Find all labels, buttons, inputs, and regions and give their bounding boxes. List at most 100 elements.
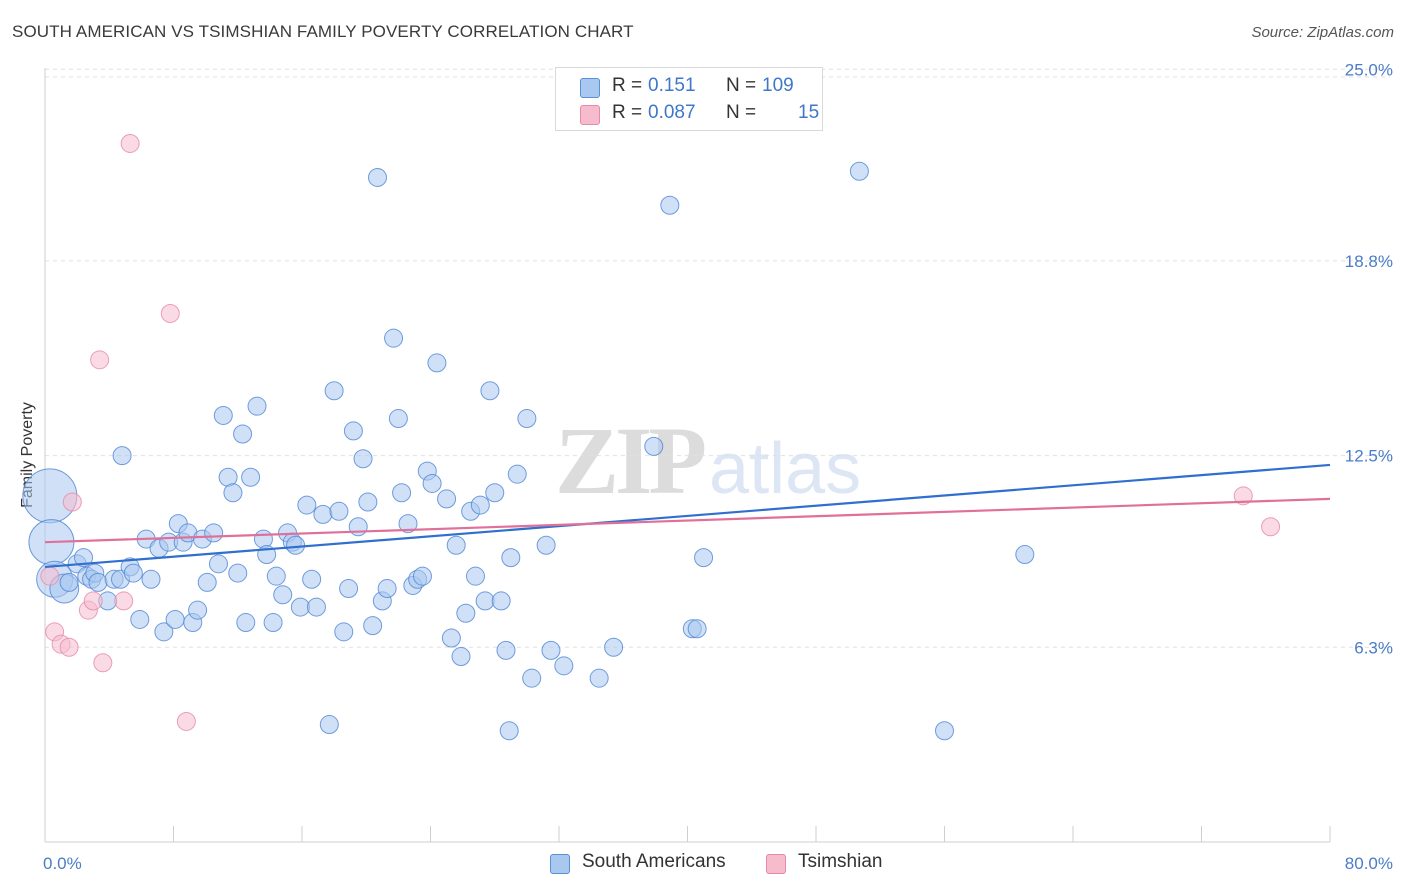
south-americans-point bbox=[687, 619, 707, 639]
south-americans-point bbox=[517, 409, 537, 429]
n-label: N = bbox=[726, 102, 757, 123]
south-americans-point bbox=[1015, 545, 1035, 565]
series-legend: South Americans Tsimshian bbox=[0, 851, 1406, 877]
south-americans-point bbox=[604, 637, 624, 657]
south-americans-point bbox=[353, 449, 373, 469]
south-americans-point bbox=[456, 603, 476, 623]
source-credit: Source: ZipAtlas.com bbox=[1251, 24, 1394, 41]
south-americans-point bbox=[154, 622, 174, 642]
south-americans-point bbox=[74, 548, 94, 568]
south-americans-point bbox=[319, 715, 339, 735]
south-americans-point bbox=[441, 628, 461, 648]
south-americans-point bbox=[241, 467, 261, 487]
south-americans-point bbox=[188, 600, 208, 620]
tsimshian-point bbox=[1261, 517, 1281, 537]
south-americans-point bbox=[88, 572, 108, 592]
south-americans-point bbox=[475, 591, 495, 611]
legend-label: South Americans bbox=[582, 851, 726, 872]
south-americans-point bbox=[329, 501, 349, 521]
south-americans-point bbox=[233, 424, 253, 444]
south-americans-point bbox=[388, 409, 408, 429]
south-americans-point bbox=[266, 566, 286, 586]
south-americans-point bbox=[491, 591, 511, 611]
correlation-legend: R = 0.151 N = 109 R = 0.087 N = 15 bbox=[555, 67, 823, 131]
south-americans-point bbox=[480, 381, 500, 401]
south-americans-point bbox=[554, 656, 574, 676]
south-americans-point bbox=[130, 609, 150, 629]
south-americans-point bbox=[112, 446, 132, 466]
south-americans-point bbox=[644, 436, 664, 456]
south-americans-point bbox=[204, 523, 224, 543]
south-americans-point bbox=[660, 195, 680, 215]
south-americans-point bbox=[522, 668, 542, 688]
tsimshian-point bbox=[83, 591, 103, 611]
south-americans-point bbox=[541, 640, 561, 660]
south-americans-point bbox=[273, 585, 293, 605]
south-americans-point bbox=[123, 563, 143, 583]
tsimshian-points bbox=[40, 133, 1281, 731]
tsimshian-point bbox=[62, 492, 82, 512]
n-value: 15 bbox=[798, 102, 820, 123]
tsimshian-point bbox=[160, 303, 180, 323]
south-americans-point bbox=[208, 554, 228, 574]
grid-lines bbox=[45, 68, 1390, 648]
y-tick-label: 6.3% bbox=[1354, 638, 1393, 657]
south-americans-point bbox=[485, 483, 505, 503]
tsimshian-point bbox=[59, 637, 79, 657]
south-americans-point bbox=[263, 613, 283, 633]
y-tick-label: 18.8% bbox=[1345, 252, 1393, 271]
south-americans-point bbox=[197, 572, 217, 592]
south-americans-point bbox=[412, 566, 432, 586]
south-americans-point bbox=[290, 597, 310, 617]
south-americans-point bbox=[343, 421, 363, 441]
south-americans-point bbox=[306, 597, 326, 617]
y-tick-label: 25.0% bbox=[1345, 60, 1393, 79]
south-americans-point bbox=[437, 489, 457, 509]
south-americans-point bbox=[223, 483, 243, 503]
south-americans-point bbox=[377, 579, 397, 599]
south-americans-point bbox=[367, 167, 387, 187]
tsimshian-point bbox=[1233, 486, 1253, 506]
trend-lines bbox=[44, 463, 1331, 569]
south-americans-point bbox=[59, 572, 79, 592]
south-americans-point bbox=[465, 566, 485, 586]
south-americans-point bbox=[165, 609, 185, 629]
tsimshian-trend-line bbox=[44, 497, 1331, 544]
south-americans-point bbox=[398, 514, 418, 534]
south-americans-point bbox=[499, 721, 519, 741]
south-americans-point bbox=[348, 517, 368, 537]
south-americans-point bbox=[339, 579, 359, 599]
south-americans-point bbox=[392, 483, 412, 503]
south-americans-point bbox=[536, 535, 556, 555]
south-americans-trend-line bbox=[44, 463, 1331, 569]
south-americans-point bbox=[849, 161, 869, 181]
south-americans-point bbox=[253, 529, 273, 549]
n-value: 109 bbox=[762, 75, 794, 96]
south-americans-point bbox=[501, 548, 521, 568]
tsimshian-point bbox=[90, 350, 110, 370]
south-americans-point bbox=[286, 535, 306, 555]
south-americans-point bbox=[358, 492, 378, 512]
south-americans-point bbox=[935, 721, 954, 741]
south-americans-point bbox=[422, 473, 442, 493]
south-americans-point bbox=[313, 504, 333, 524]
chart-title: SOUTH AMERICAN VS TSIMSHIAN FAMILY POVER… bbox=[12, 22, 634, 41]
south-americans-point bbox=[446, 535, 466, 555]
south-americans-point bbox=[302, 569, 322, 589]
tsimshian-swatch bbox=[580, 105, 600, 125]
axes bbox=[44, 68, 1331, 843]
south-americans-point bbox=[363, 616, 383, 636]
south-americans-point bbox=[247, 396, 267, 416]
tick-labels: 6.3% 12.5% 18.8% 25.0% 0.0% 80.0% bbox=[43, 60, 1393, 873]
south-americans-point bbox=[451, 647, 471, 667]
south-americans-point bbox=[507, 464, 527, 484]
south-americans-point bbox=[228, 563, 248, 583]
south-americans-point bbox=[324, 381, 344, 401]
tsimshian-point bbox=[114, 591, 134, 611]
tsimshian-point bbox=[40, 566, 60, 586]
south-americans-point bbox=[496, 640, 516, 660]
south-americans-point bbox=[384, 328, 404, 348]
y-tick-label: 12.5% bbox=[1345, 447, 1393, 466]
south-americans-swatch bbox=[550, 854, 570, 874]
